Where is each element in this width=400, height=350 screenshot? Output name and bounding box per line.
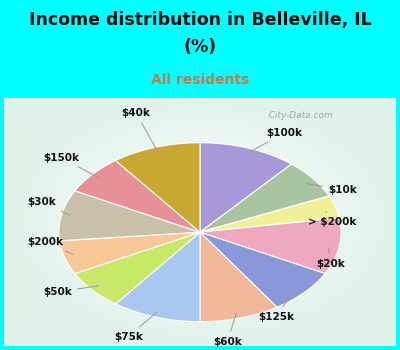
Polygon shape — [200, 232, 325, 307]
Polygon shape — [200, 196, 339, 232]
Polygon shape — [75, 161, 200, 232]
Text: (%): (%) — [184, 38, 216, 56]
Text: $30k: $30k — [28, 197, 70, 215]
Polygon shape — [116, 232, 200, 322]
Text: $20k: $20k — [316, 248, 345, 270]
Text: $150k: $150k — [43, 153, 99, 177]
Polygon shape — [200, 143, 292, 232]
Text: $40k: $40k — [122, 108, 158, 152]
Text: $125k: $125k — [258, 290, 294, 322]
Polygon shape — [116, 143, 200, 232]
Text: All residents: All residents — [151, 74, 249, 88]
Polygon shape — [59, 191, 200, 241]
Polygon shape — [75, 232, 200, 304]
Text: City-Data.com: City-Data.com — [263, 111, 332, 120]
Text: $60k: $60k — [213, 314, 242, 346]
Text: $100k: $100k — [247, 128, 302, 154]
Polygon shape — [200, 164, 329, 232]
Polygon shape — [60, 232, 200, 274]
Text: $10k: $10k — [307, 183, 357, 195]
Text: $200k: $200k — [28, 237, 73, 254]
Text: $50k: $50k — [43, 286, 98, 297]
Polygon shape — [200, 218, 341, 274]
Text: > $200k: > $200k — [308, 211, 357, 227]
Text: Income distribution in Belleville, IL: Income distribution in Belleville, IL — [29, 10, 371, 29]
Text: $75k: $75k — [114, 312, 157, 342]
Polygon shape — [200, 232, 277, 322]
